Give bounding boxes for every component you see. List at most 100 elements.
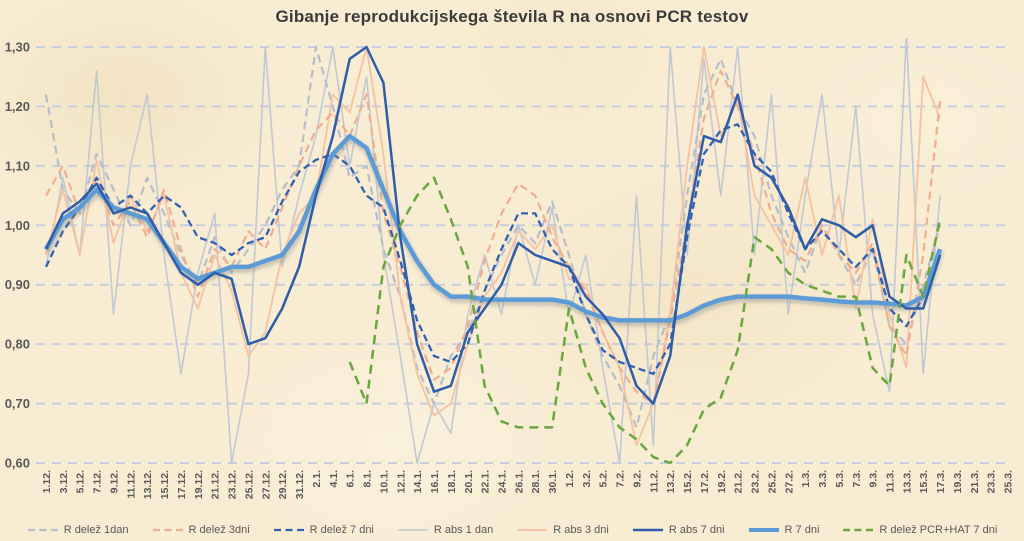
- legend-label: R delež PCR+HAT 7 dni: [879, 524, 998, 536]
- x-axis-label: 8.1.: [362, 470, 374, 488]
- x-axis-label: 7.3.: [851, 470, 863, 488]
- series-line-r-delez-7-dni: [44, 123, 942, 376]
- x-axis-label: 11.3.: [885, 470, 897, 493]
- x-axis-label: 20.1.: [463, 470, 475, 493]
- x-axis-label: 3.3.: [817, 470, 829, 488]
- x-axis-label: 25.3.: [1003, 470, 1015, 493]
- legend-item-r-abs-7-dni: R abs 7 dni: [632, 524, 725, 536]
- y-axis-label: 1,20: [5, 99, 30, 114]
- chart-title: Gibanje reprodukcijskega števila R na os…: [275, 7, 749, 26]
- x-axis-label: 9.12.: [108, 470, 120, 493]
- x-axis-label: 21.3.: [969, 470, 981, 493]
- legend-item-r-abs-1-dan: R abs 1 dan: [397, 524, 493, 536]
- legend-label: R abs 3 dni: [553, 524, 609, 536]
- x-axis-label: 11.2.: [648, 470, 660, 493]
- x-axis-label: 7.2.: [615, 470, 627, 488]
- chart-legend: R delež 1dan R delež 3dni R delež 7 dni R a…: [0, 524, 1024, 536]
- x-axis-label: 30.1.: [547, 470, 559, 493]
- x-axis-label: 11.12.: [125, 470, 137, 499]
- x-axis-label: 21.2.: [733, 470, 745, 493]
- legend-swatch-r-abs-3-dni: [517, 529, 548, 531]
- x-axis-label: 17.3.: [935, 470, 947, 493]
- x-axis-label: 24.1.: [496, 470, 508, 493]
- legend-label: R delež 3dni: [188, 524, 250, 536]
- legend-swatch-r-delez-pcr-hat-7-dni: [843, 528, 874, 532]
- x-axis-label: 1.2.: [564, 470, 576, 488]
- legend-swatch-r-abs-1-dan: [397, 529, 428, 531]
- x-axis-label: 5.3.: [834, 470, 846, 488]
- legend-swatch-r-delez-1dan: [27, 528, 58, 532]
- legend-label: R 7 dni: [784, 524, 820, 536]
- x-axis-label: 9.2.: [631, 470, 643, 488]
- x-axis-label: 29.12.: [277, 470, 289, 499]
- legend-item-r-7-dni: R 7 dni: [748, 524, 820, 536]
- legend-item-r-delez-7-dni: R delež 7 dni: [273, 524, 374, 536]
- x-axis-label: 13.2.: [665, 470, 677, 493]
- x-axis-label: 13.12.: [142, 470, 154, 499]
- x-axis-label: 23.3.: [986, 470, 998, 493]
- x-axis-label: 2.1.: [311, 470, 323, 488]
- x-axis-label: 3.2.: [581, 470, 593, 488]
- y-axis-label: 1,30: [5, 40, 30, 55]
- series-line-r-delez-3dni: [45, 69, 942, 405]
- x-axis-label: 5.2.: [598, 470, 610, 488]
- legend-label: R delež 1dan: [63, 524, 129, 536]
- legend-item-r-delez-1dan: R delež 1dan: [27, 524, 129, 536]
- y-axis-label: 0,60: [5, 456, 30, 471]
- y-axis-label: 0,80: [5, 337, 30, 352]
- x-axis-label: 18.1.: [446, 470, 458, 493]
- x-axis-label: 14.1.: [412, 470, 424, 493]
- x-axis-label: 19.2.: [716, 470, 728, 493]
- x-axis-label: 16.1.: [429, 470, 441, 493]
- x-axis-label: 7.12.: [92, 470, 104, 493]
- x-axis-label: 1.3.: [800, 470, 812, 488]
- x-axis-label: 31.12.: [294, 470, 306, 499]
- legend-item-r-delez-3dni: R delež 3dni: [152, 524, 250, 536]
- x-axis-label: 12.1.: [395, 470, 407, 493]
- legend-label: R abs 7 dni: [668, 524, 725, 536]
- x-axis-label: 28.1.: [530, 470, 542, 493]
- x-axis-label: 13.3.: [901, 470, 913, 493]
- x-axis-label: 25.2.: [766, 470, 778, 493]
- y-axis-label: 1,10: [5, 158, 30, 173]
- x-axis-label: 27.12.: [260, 470, 272, 499]
- x-axis-label: 9.3.: [868, 470, 880, 488]
- x-axis-label: 15.3.: [918, 470, 930, 493]
- x-axis-label: 4.1.: [328, 470, 340, 488]
- series-line-r-abs-3-dni: [45, 46, 941, 447]
- x-axis-label: 22.1.: [480, 470, 492, 493]
- x-axis-label: 23.12.: [227, 470, 239, 499]
- x-axis-label: 15.12.: [159, 470, 171, 499]
- legend-label: R delež 7 dni: [309, 524, 374, 536]
- legend-swatch-r-7-dni: [748, 528, 779, 532]
- x-axis-label: 1.12.: [41, 470, 53, 493]
- x-axis-label: 5.12.: [75, 470, 87, 493]
- x-axis-label: 3.12.: [58, 470, 70, 493]
- legend-label: R abs 1 dan: [433, 524, 494, 536]
- x-axis-label: 25.12.: [243, 470, 255, 499]
- series-line-r-7-dni: [44, 133, 943, 323]
- x-axis-label: 19.3.: [952, 470, 964, 493]
- x-axis-label: 6.1.: [345, 470, 357, 488]
- series-line-r-delez-pcr-hat-7-dni: [348, 176, 942, 465]
- y-axis-label: 0,70: [5, 396, 30, 411]
- legend-swatch-r-abs-7-dni: [632, 528, 663, 532]
- x-axis-label: 27.2.: [783, 470, 795, 493]
- x-axis-label: 17.2.: [699, 470, 711, 493]
- legend-swatch-r-delez-3dni: [152, 528, 183, 532]
- x-axis-label: 15.2.: [682, 470, 694, 493]
- x-axis-label: 26.1.: [513, 470, 525, 493]
- plot-area: 0,60 0,70 0,80 0,90 1,00 1,10 1,20 1,30 1.12. 3.1…: [5, 38, 1015, 499]
- y-axis-label: 1,00: [5, 218, 30, 233]
- y-axis-label: 0,90: [5, 277, 30, 292]
- x-axis-label: 19.12.: [193, 470, 205, 499]
- x-axis-label: 23.2.: [750, 470, 762, 493]
- series-line-r-abs-7-dni: [44, 45, 942, 405]
- legend-swatch-r-delez-7-dni: [273, 528, 304, 532]
- x-axis-label: 17.12.: [176, 470, 188, 499]
- legend-item-r-abs-3-dni: R abs 3 dni: [516, 524, 609, 536]
- x-axis-label: 10.1.: [378, 470, 390, 493]
- x-axis-label: 21.12.: [210, 470, 222, 499]
- legend-item-r-delez-pcr-hat-7-dni: R delež PCR+HAT 7 dni: [842, 524, 997, 536]
